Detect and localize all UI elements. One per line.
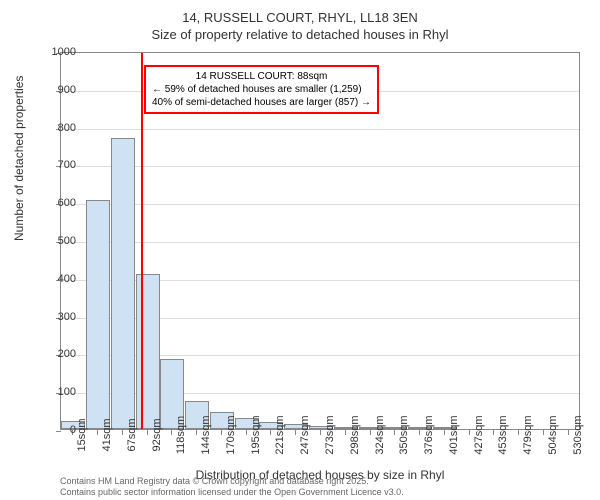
x-tick-label: 15sqm: [76, 418, 88, 451]
x-tick-label: 118sqm: [175, 416, 187, 454]
x-tickmark: [147, 430, 148, 435]
histogram-bar: [111, 138, 135, 429]
x-tick-label: 67sqm: [126, 418, 138, 451]
callout-line: 14 RUSSELL COURT: 88sqm: [152, 70, 371, 83]
y-tickmark: [56, 431, 61, 432]
x-tick-label: 298sqm: [349, 415, 361, 454]
x-tickmark: [394, 430, 395, 435]
x-tickmark: [444, 430, 445, 435]
property-marker-line: [141, 53, 143, 429]
x-tickmark: [122, 430, 123, 435]
x-tickmark: [469, 430, 470, 435]
callout-line: 40% of semi-detached houses are larger (…: [152, 96, 371, 109]
chart-area: 14 RUSSELL COURT: 88sqm← 59% of detached…: [60, 52, 580, 430]
gridline: [61, 204, 579, 205]
y-tick-label: 1000: [52, 46, 76, 58]
x-tick-label: 221sqm: [274, 415, 286, 454]
x-tickmark: [493, 430, 494, 435]
y-tick-label: 500: [58, 235, 76, 247]
y-tick-label: 800: [58, 122, 76, 134]
y-tick-label: 700: [58, 159, 76, 171]
x-tickmark: [270, 430, 271, 435]
x-tick-label: 401sqm: [448, 415, 460, 454]
x-tick-label: 195sqm: [250, 415, 262, 454]
x-tick-label: 41sqm: [101, 418, 113, 451]
gridline: [61, 166, 579, 167]
y-tick-label: 300: [58, 311, 76, 323]
x-tick-label: 144sqm: [200, 415, 212, 454]
y-tick-label: 200: [58, 348, 76, 360]
x-tick-label: 504sqm: [547, 415, 559, 454]
callout-line: ← 59% of detached houses are smaller (1,…: [152, 83, 371, 96]
x-tickmark: [320, 430, 321, 435]
x-tickmark: [518, 430, 519, 435]
y-axis-label: Number of detached properties: [12, 76, 26, 241]
gridline: [61, 242, 579, 243]
plot-region: 14 RUSSELL COURT: 88sqm← 59% of detached…: [60, 52, 580, 430]
callout-box: 14 RUSSELL COURT: 88sqm← 59% of detached…: [144, 65, 379, 114]
x-tick-label: 170sqm: [225, 415, 237, 454]
chart-titles: 14, RUSSELL COURT, RHYL, LL18 3EN Size o…: [0, 10, 600, 42]
x-tick-label: 453sqm: [497, 415, 509, 454]
y-tick-label: 600: [58, 197, 76, 209]
x-tick-label: 92sqm: [151, 418, 163, 451]
x-tickmark: [246, 430, 247, 435]
title-line-1: 14, RUSSELL COURT, RHYL, LL18 3EN: [0, 10, 600, 25]
footer-attribution: Contains HM Land Registry data © Crown c…: [60, 476, 404, 498]
histogram-bar: [86, 200, 110, 429]
footer-line-2: Contains public sector information licen…: [60, 487, 404, 498]
x-tick-label: 247sqm: [299, 415, 311, 454]
x-tickmark: [370, 430, 371, 435]
x-tick-label: 350sqm: [398, 415, 410, 454]
x-tickmark: [419, 430, 420, 435]
gridline: [61, 129, 579, 130]
y-tick-label: 0: [70, 424, 76, 436]
histogram-bar: [136, 274, 160, 429]
x-tick-label: 376sqm: [423, 415, 435, 454]
x-tickmark: [97, 430, 98, 435]
x-tickmark: [345, 430, 346, 435]
x-tickmark: [543, 430, 544, 435]
y-tick-label: 100: [58, 386, 76, 398]
x-tickmark: [221, 430, 222, 435]
x-tick-label: 427sqm: [473, 415, 485, 454]
x-tick-label: 479sqm: [522, 415, 534, 454]
x-tick-label: 273sqm: [324, 415, 336, 454]
x-tick-label: 324sqm: [374, 415, 386, 454]
x-tickmark: [196, 430, 197, 435]
footer-line-1: Contains HM Land Registry data © Crown c…: [60, 476, 404, 487]
y-tick-label: 900: [58, 84, 76, 96]
y-tick-label: 400: [58, 273, 76, 285]
x-tickmark: [568, 430, 569, 435]
x-tickmark: [171, 430, 172, 435]
x-tickmark: [295, 430, 296, 435]
title-line-2: Size of property relative to detached ho…: [0, 27, 600, 42]
x-tick-label: 530sqm: [572, 415, 584, 454]
